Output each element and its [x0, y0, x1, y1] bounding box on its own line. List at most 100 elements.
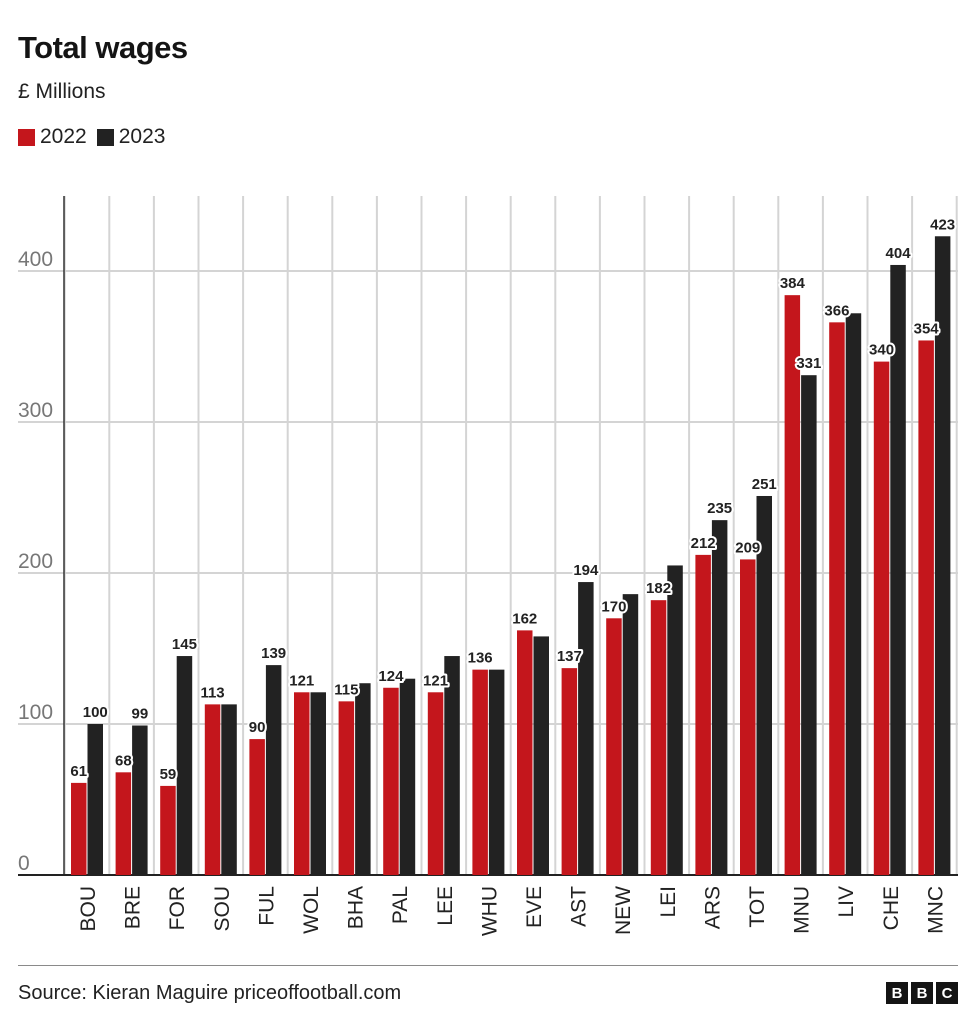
- bar-2023-WOL: [310, 692, 326, 875]
- data-label-2022-ARS: 212: [691, 535, 716, 552]
- bar-2023-LEI: [667, 565, 683, 875]
- bar-2022-MNC: [918, 340, 934, 876]
- data-label-2022-WOL: 121: [289, 672, 314, 689]
- footer-divider: [18, 965, 958, 966]
- x-tick-label-FOR: FOR: [166, 886, 189, 930]
- x-tick-label-SOU: SOU: [211, 886, 234, 932]
- x-tick-label-LIV: LIV: [835, 886, 858, 918]
- chart-subtitle: £ Millions: [18, 80, 106, 103]
- bar-2022-WHU: [472, 669, 488, 875]
- chart-legend: 2022 2023: [18, 125, 175, 149]
- x-tick-label-FUL: FUL: [255, 886, 278, 926]
- bbc-logo-letter: C: [936, 982, 958, 1004]
- bar-2022-MNU: [784, 295, 801, 875]
- data-label-2022-LEE: 121: [423, 672, 448, 689]
- legend-swatch-2022: [18, 128, 35, 146]
- bar-2023-LEE: [444, 656, 460, 875]
- bar-2023-SOU: [221, 704, 237, 875]
- bar-2023-BOU: [87, 724, 103, 875]
- y-tick-label: 400: [18, 248, 53, 271]
- bar-2022-AST: [561, 668, 578, 875]
- x-tick-label-EVE: EVE: [523, 886, 546, 928]
- data-label-2022-MNU: 384: [780, 275, 806, 292]
- y-tick-label: 100: [18, 701, 53, 724]
- x-tick-label-BRE: BRE: [122, 886, 145, 929]
- x-tick-label-MNU: MNU: [791, 886, 814, 934]
- x-tick-label-AST: AST: [568, 886, 591, 927]
- data-label-2022-CHE: 340: [869, 342, 894, 359]
- data-label-2023-MNC: 423: [930, 216, 955, 233]
- x-tick-label-MNC: MNC: [924, 886, 947, 934]
- data-label-2022-BRE: 68: [115, 752, 132, 769]
- legend-item-2023: 2023: [96, 125, 165, 149]
- bar-2023-FOR: [176, 656, 193, 875]
- y-tick-label: 200: [18, 550, 53, 573]
- bar-2022-BOU: [71, 782, 87, 875]
- bbc-logo-letter: B: [886, 982, 908, 1004]
- bar-2022-ARS: [695, 554, 711, 875]
- data-label-2023-TOT: 251: [752, 476, 777, 493]
- data-label-2023-MNU: 331: [796, 355, 821, 372]
- data-label-2022-FOR: 59: [160, 766, 177, 783]
- chart-title: Total wages: [18, 30, 188, 65]
- bar-2023-MNU: [801, 375, 817, 875]
- x-tick-label-CHE: CHE: [880, 886, 903, 930]
- legend-item-2022: 2022: [18, 125, 87, 149]
- data-label-2023-BOU: 100: [83, 704, 108, 721]
- y-tick-label: 300: [18, 399, 53, 422]
- data-label-2022-BHA: 115: [334, 681, 358, 698]
- bar-2023-MNC: [934, 236, 951, 875]
- x-tick-label-WHU: WHU: [478, 886, 501, 936]
- source-note: Source: Kieran Maguire priceoffootball.c…: [18, 982, 402, 1004]
- data-label-2023-FOR: 145: [172, 636, 197, 653]
- bar-2022-PAL: [383, 687, 399, 875]
- x-tick-label-LEE: LEE: [434, 886, 457, 926]
- bar-2023-NEW: [622, 594, 639, 875]
- bar-2022-WOL: [294, 692, 310, 875]
- bar-2022-LIV: [829, 322, 845, 876]
- y-tick-label: 0: [18, 852, 30, 875]
- bar-2022-LEI: [650, 600, 667, 875]
- x-tick-label-PAL: PAL: [389, 886, 412, 924]
- bar-chart: 0 100 200 300 400 BOU BRE FOR SOU FUL WOL BHA PAL LEE…: [18, 196, 958, 936]
- bar-2023-BRE: [132, 725, 148, 875]
- data-label-2023-BRE: 99: [132, 706, 149, 723]
- bar-2022-NEW: [606, 618, 622, 875]
- bar-2023-TOT: [756, 495, 772, 875]
- bar-2022-TOT: [740, 559, 756, 875]
- bar-2023-FUL: [265, 665, 282, 875]
- bar-2022-FUL: [249, 739, 265, 875]
- bbc-logo-letter: B: [911, 982, 933, 1004]
- data-label-2022-SOU: 113: [200, 684, 224, 701]
- x-tick-label-WOL: WOL: [300, 886, 323, 934]
- bar-2022-LEE: [427, 692, 444, 875]
- data-label-2022-NEW: 170: [601, 598, 626, 615]
- data-label-2023-CHE: 404: [886, 245, 912, 262]
- data-label-2022-LIV: 366: [824, 302, 849, 319]
- bar-2023-LIV: [845, 313, 862, 875]
- bar-2023-EVE: [533, 636, 549, 875]
- bar-2022-SOU: [204, 704, 221, 875]
- data-label-2023-ARS: 235: [707, 500, 732, 517]
- data-label-2022-WHU: 136: [468, 650, 493, 667]
- bar-2023-WHU: [488, 669, 505, 875]
- data-label-2022-TOT: 209: [735, 539, 760, 556]
- x-tick-label-ARS: ARS: [701, 886, 724, 929]
- bar-2023-AST: [578, 582, 594, 875]
- data-label-2022-LEI: 182: [646, 580, 671, 597]
- bar-2023-ARS: [711, 520, 728, 875]
- data-label-2023-FUL: 139: [261, 645, 286, 662]
- bar-2023-CHE: [890, 264, 906, 876]
- x-tick-label-LEI: LEI: [657, 886, 680, 918]
- legend-label-2022: 2022: [40, 125, 87, 148]
- x-tick-label-BHA: BHA: [345, 886, 368, 929]
- data-label-2022-EVE: 162: [512, 610, 537, 627]
- legend-swatch-2023: [96, 128, 114, 146]
- data-label-2022-AST: 137: [557, 648, 582, 665]
- bar-2023-PAL: [399, 678, 416, 875]
- data-label-2022-PAL: 124: [378, 668, 404, 685]
- data-label-2022-BOU: 61: [70, 763, 87, 780]
- data-label-2022-MNC: 354: [914, 320, 940, 337]
- bar-2022-EVE: [517, 630, 533, 875]
- bar-2023-BHA: [355, 683, 371, 875]
